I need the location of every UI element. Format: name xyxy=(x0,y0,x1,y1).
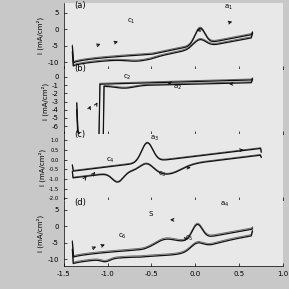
Text: c$_3$: c$_3$ xyxy=(158,169,167,179)
Text: c$_4$: c$_4$ xyxy=(106,156,114,165)
Y-axis label: i (mA/cm²): i (mA/cm²) xyxy=(41,83,49,120)
Text: a$_3$: a$_3$ xyxy=(150,134,159,143)
Text: a$_2$: a$_2$ xyxy=(173,82,182,92)
Text: (b): (b) xyxy=(74,64,86,73)
Text: (c): (c) xyxy=(74,130,85,139)
Text: c$_5$: c$_5$ xyxy=(185,234,193,243)
Y-axis label: i (mA/cm²): i (mA/cm²) xyxy=(38,149,46,186)
Text: c$_1$: c$_1$ xyxy=(127,17,135,27)
Text: (a): (a) xyxy=(74,1,86,10)
Y-axis label: i (mA/cm²): i (mA/cm²) xyxy=(37,17,45,54)
Text: c$_2$: c$_2$ xyxy=(123,73,132,82)
Y-axis label: i (mA/cm²): i (mA/cm²) xyxy=(37,214,45,251)
Text: a$_1$: a$_1$ xyxy=(224,3,233,12)
Text: (d): (d) xyxy=(74,198,86,207)
Text: c$_6$: c$_6$ xyxy=(118,232,127,241)
Text: S: S xyxy=(149,211,153,217)
Text: a$_4$: a$_4$ xyxy=(220,200,229,209)
